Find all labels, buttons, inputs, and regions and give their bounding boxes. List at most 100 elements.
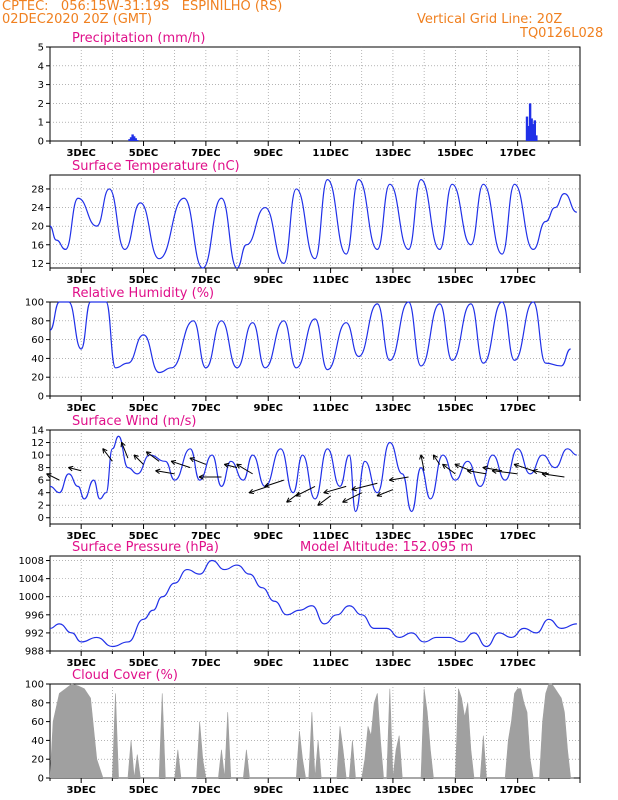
panel-1-ytick-label: 4 <box>38 61 44 72</box>
panel-4-wind-vector <box>351 482 378 491</box>
panel-5-title: Surface Pressure (hPa) <box>72 540 219 555</box>
panel-4-wind-vector <box>532 470 549 475</box>
panel-1-xtick-label: 9DEC <box>254 148 283 159</box>
panel-4-wind-arrowhead <box>198 474 204 480</box>
panel-6-xtick-label: 11DEC <box>312 785 348 796</box>
panel-4-wind-arrowhead <box>223 462 230 469</box>
panel-4-wind-vector <box>342 492 362 503</box>
panel-4-xtick-label: 7DEC <box>191 531 220 542</box>
panel-4-wind-arrowhead <box>491 468 497 474</box>
panel-4-wind-vector <box>442 463 456 475</box>
panel-4-wind-arrowhead <box>286 497 292 503</box>
panel-5-ytick-label: 992 <box>25 628 44 639</box>
panel-4-xtick-label: 5DEC <box>129 531 158 542</box>
panel-4-wind-arrowhead <box>236 463 242 469</box>
panel-4-wind-vector <box>420 454 425 471</box>
panel-3-xtick-label: 7DEC <box>191 403 220 414</box>
panel-1-precip-bar <box>533 120 536 141</box>
panel-4-ytick-label: 2 <box>38 501 44 512</box>
panel-2-ytick-label: 20 <box>31 222 44 233</box>
panel-1-ytick-label: 2 <box>38 99 44 110</box>
panel-3-xtick-label: 11DEC <box>312 403 348 414</box>
panel-4-wind-vector <box>295 485 316 497</box>
panel-4-xtick-label: 15DEC <box>437 531 473 542</box>
panel-5-xtick-label: 17DEC <box>499 658 535 669</box>
panel-4-wind-vector <box>467 470 487 475</box>
panel-6-xtick-label: 3DEC <box>66 785 95 796</box>
panel-2-frame <box>49 174 581 269</box>
panel-4-wind-vector <box>224 463 238 469</box>
panel-3-ytick-label: 20 <box>31 373 44 384</box>
panel-4-wind-arrowhead <box>466 468 473 475</box>
panel-2-xtick-label: 5DEC <box>129 275 158 286</box>
panel-5-ytick-label: 1000 <box>19 592 44 603</box>
panel-4-ytick-label: 6 <box>38 476 44 487</box>
panel-1-precip-bar <box>132 136 136 141</box>
panel-6-xtick-label: 9DEC <box>254 785 283 796</box>
panel-4-wind-arrowhead <box>295 491 301 497</box>
panel-4-xtick-label: 3DEC <box>66 531 95 542</box>
panel-6-ytick-label: 100 <box>25 680 44 691</box>
panel-4-wind-arrowhead <box>46 473 52 479</box>
panel-5-xtick-label: 13DEC <box>375 658 411 669</box>
panel-3-xtick-label: 15DEC <box>437 403 473 414</box>
panel-4-wind-arrowhead <box>419 454 425 460</box>
panel-1-xtick-label: 7DEC <box>191 148 220 159</box>
panel-4-wind-vector <box>102 448 113 462</box>
panel-4-ytick-label: 14 <box>31 426 44 437</box>
panel-6-cloud-area <box>49 683 574 779</box>
panel-3-title: Relative Humidity (%) <box>72 286 214 301</box>
panel-4-wind-vector <box>121 442 129 459</box>
panel-2-title: Surface Temperature (nC) <box>72 159 240 174</box>
panel-4-wind-vector <box>454 463 472 472</box>
panel-4-wind-arrowhead <box>133 454 139 460</box>
panel-4-ytick-label: 12 <box>31 438 44 449</box>
panel-6-ytick-label: 40 <box>31 736 44 747</box>
panel-3-xtick-label: 13DEC <box>375 403 411 414</box>
panel-6-xtick-label: 17DEC <box>499 785 535 796</box>
panel-1-ytick-label: 3 <box>38 80 44 91</box>
panel-6-ytick-label: 0 <box>38 774 44 785</box>
panel-4-wind-vector <box>236 463 253 475</box>
panel-1-xtick-label: 13DEC <box>375 148 411 159</box>
panel-4-wind-vector <box>264 479 284 488</box>
panel-5-xtick-label: 15DEC <box>437 658 473 669</box>
panel-3-ytick-label: 60 <box>31 335 44 346</box>
panel-1-precip-bar <box>128 139 131 141</box>
panel-3-series-line <box>49 301 571 374</box>
panel-1-xtick-label: 15DEC <box>437 148 473 159</box>
panel-5-ytick-label: 1008 <box>19 556 44 567</box>
panel-5-subtitle: Model Altitude: 152.095 m <box>300 540 473 555</box>
panel-6-xtick-label: 5DEC <box>129 785 158 796</box>
panel-1-ytick-label: 0 <box>38 137 44 148</box>
panel-4-wind-arrowhead <box>264 482 270 488</box>
panel-6-ytick-label: 60 <box>31 717 44 728</box>
panel-4-ytick-label: 4 <box>38 488 44 499</box>
panel-2-xtick-label: 13DEC <box>375 275 411 286</box>
panel-1-xtick-label: 17DEC <box>499 148 535 159</box>
panel-2-xtick-label: 3DEC <box>66 275 95 286</box>
panel-4-series-line <box>49 435 577 513</box>
panel-4-wind-arrowhead <box>541 471 547 478</box>
panel-2-series-line <box>49 179 578 269</box>
panel-4-ytick-label: 10 <box>31 451 44 462</box>
panel-4-wind-arrowhead <box>102 448 108 454</box>
panel-6-xtick-label: 7DEC <box>191 785 220 796</box>
panel-4-xtick-label: 11DEC <box>312 531 348 542</box>
panel-4-wind-arrowhead <box>389 476 395 483</box>
panel-1-precip-bar <box>527 125 530 141</box>
panel-4-wind-arrowhead <box>170 459 177 466</box>
panel-4-wind-vector <box>376 489 394 497</box>
panel-2-xtick-label: 7DEC <box>191 275 220 286</box>
panel-3-xtick-label: 3DEC <box>66 403 95 414</box>
panel-4-wind-vector <box>146 451 160 462</box>
panel-1-frame <box>49 46 581 142</box>
panel-4-wind-arrowhead <box>482 465 488 471</box>
panel-5-xtick-label: 3DEC <box>66 658 95 669</box>
panel-1-precip-bar <box>129 137 133 141</box>
panel-4-wind-arrowhead <box>342 497 348 503</box>
panel-4-wind-vector <box>491 470 518 475</box>
panel-5-ytick-label: 996 <box>25 610 44 621</box>
panel-1-xtick-label: 3DEC <box>66 148 95 159</box>
panel-6-ytick-label: 20 <box>31 755 44 766</box>
